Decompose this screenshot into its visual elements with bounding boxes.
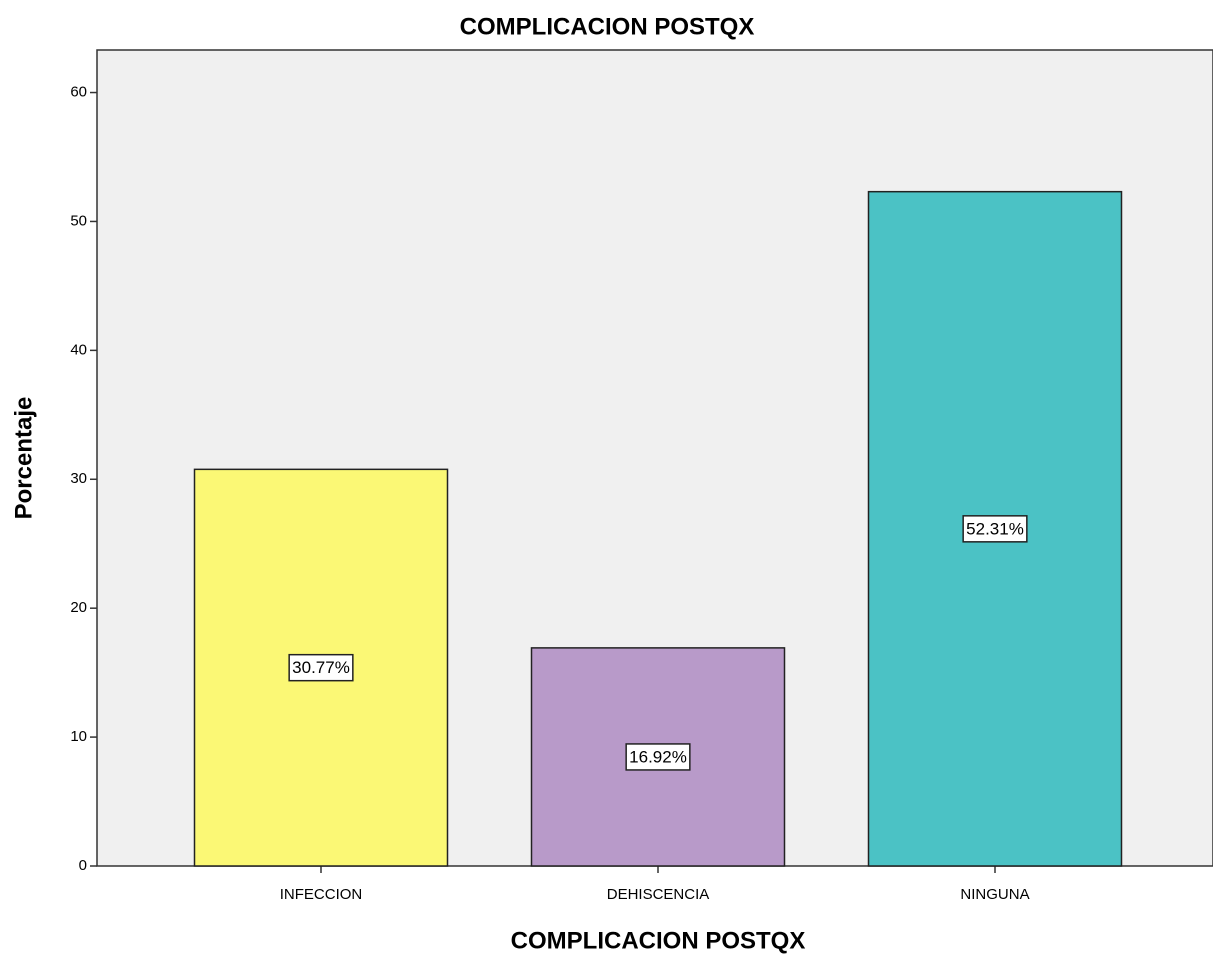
value-label: 52.31%: [966, 519, 1024, 538]
y-axis-title: Porcentaje: [10, 397, 37, 520]
y-tick-label: 50: [70, 212, 87, 229]
y-tick-label: 30: [70, 470, 87, 487]
value-label: 30.77%: [292, 658, 350, 677]
x-axis-title: COMPLICACION POSTQX: [511, 927, 806, 954]
x-tick-label: INFECCION: [280, 886, 363, 903]
value-label: 16.92%: [629, 747, 687, 766]
value-label-box: [625, 743, 691, 771]
x-tick-label: DEHISCENCIA: [607, 886, 710, 903]
y-tick-label: 10: [70, 728, 87, 745]
chart-title: COMPLICACION POSTQX: [460, 13, 755, 40]
y-tick-label: 0: [79, 857, 87, 874]
y-tick-label: 20: [70, 599, 87, 616]
value-label-box: [288, 653, 354, 682]
x-tick-label: NINGUNA: [960, 886, 1029, 903]
y-tick-label: 60: [70, 84, 87, 101]
y-tick-label: 40: [70, 341, 87, 358]
value-label-box: [962, 515, 1028, 543]
